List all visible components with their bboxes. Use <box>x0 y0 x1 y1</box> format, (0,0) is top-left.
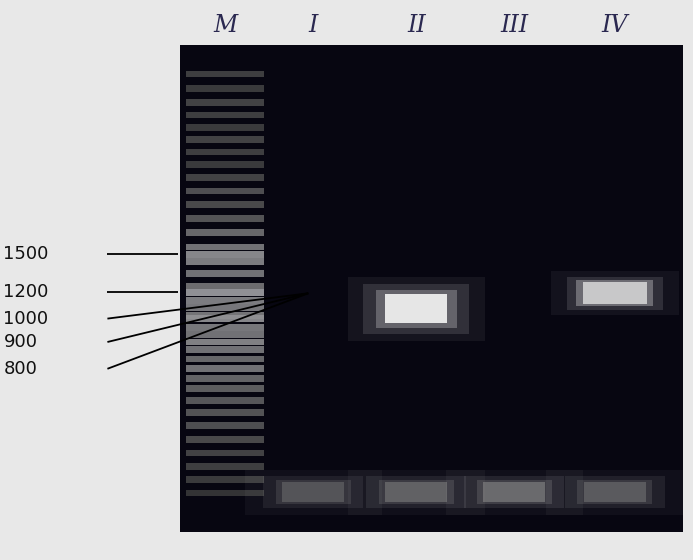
Bar <box>186 375 264 382</box>
Text: 1200: 1200 <box>3 283 49 301</box>
Bar <box>186 365 264 372</box>
Bar <box>186 85 264 92</box>
Text: M: M <box>213 13 238 37</box>
Text: 800: 800 <box>3 360 37 378</box>
Bar <box>348 469 485 515</box>
Bar <box>446 469 583 515</box>
Bar <box>546 469 683 515</box>
Bar <box>186 283 264 290</box>
Text: I: I <box>308 13 318 37</box>
Bar <box>245 469 382 515</box>
Bar <box>367 475 466 508</box>
Bar <box>348 277 485 341</box>
Bar <box>577 480 652 505</box>
Bar <box>186 324 264 331</box>
Bar <box>583 282 647 304</box>
Text: III: III <box>500 13 528 37</box>
Bar <box>376 290 457 328</box>
Bar <box>186 161 264 168</box>
Bar <box>186 270 264 277</box>
Bar <box>584 482 646 502</box>
Bar <box>385 482 448 502</box>
Bar <box>186 148 264 155</box>
Bar <box>186 201 264 208</box>
Bar <box>186 297 264 304</box>
Bar <box>186 99 264 106</box>
Bar <box>186 450 264 456</box>
Bar <box>186 244 264 250</box>
Bar <box>186 339 264 346</box>
Bar <box>186 346 264 353</box>
Bar <box>186 436 264 443</box>
Text: IV: IV <box>602 13 628 37</box>
Bar <box>186 356 264 362</box>
Bar <box>263 475 363 508</box>
Bar <box>385 294 448 324</box>
Bar <box>186 137 264 143</box>
Bar <box>186 422 264 429</box>
Bar <box>186 385 264 391</box>
Bar <box>567 277 663 310</box>
Bar <box>186 397 264 404</box>
Bar <box>186 71 264 77</box>
Text: 1000: 1000 <box>3 310 49 328</box>
Bar <box>477 480 552 505</box>
Bar <box>186 463 264 470</box>
Bar <box>186 230 264 236</box>
Text: 900: 900 <box>3 333 37 351</box>
Bar <box>186 315 264 322</box>
Bar <box>186 312 264 319</box>
Bar <box>363 284 469 334</box>
Bar <box>186 251 264 258</box>
Bar <box>186 188 264 194</box>
Bar <box>483 482 545 502</box>
Bar <box>379 480 454 505</box>
Bar <box>180 45 683 532</box>
Bar <box>550 272 679 315</box>
Bar <box>186 289 264 296</box>
Bar <box>464 475 564 508</box>
Bar <box>186 305 264 311</box>
Bar <box>186 111 264 118</box>
Bar <box>186 409 264 416</box>
Bar <box>180 45 683 532</box>
Bar <box>186 476 264 483</box>
Bar <box>186 174 264 181</box>
Bar <box>186 258 264 265</box>
Text: II: II <box>407 13 426 37</box>
Bar <box>186 489 264 496</box>
Text: 1500: 1500 <box>3 245 49 263</box>
Bar <box>576 280 653 306</box>
Bar <box>276 480 351 505</box>
Bar <box>282 482 344 502</box>
Bar <box>186 215 264 222</box>
Bar <box>186 332 264 338</box>
Bar <box>186 124 264 131</box>
Bar <box>565 475 665 508</box>
